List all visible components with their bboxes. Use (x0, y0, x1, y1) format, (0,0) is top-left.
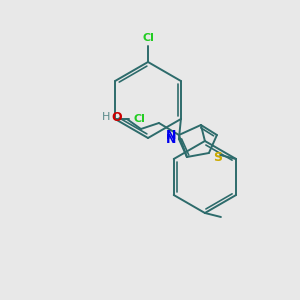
Text: Cl: Cl (133, 114, 145, 124)
Text: Cl: Cl (142, 33, 154, 43)
Text: O: O (112, 110, 122, 124)
Text: N: N (166, 128, 176, 142)
Text: H: H (102, 112, 110, 122)
Text: N: N (166, 133, 176, 146)
Text: S: S (213, 151, 222, 164)
